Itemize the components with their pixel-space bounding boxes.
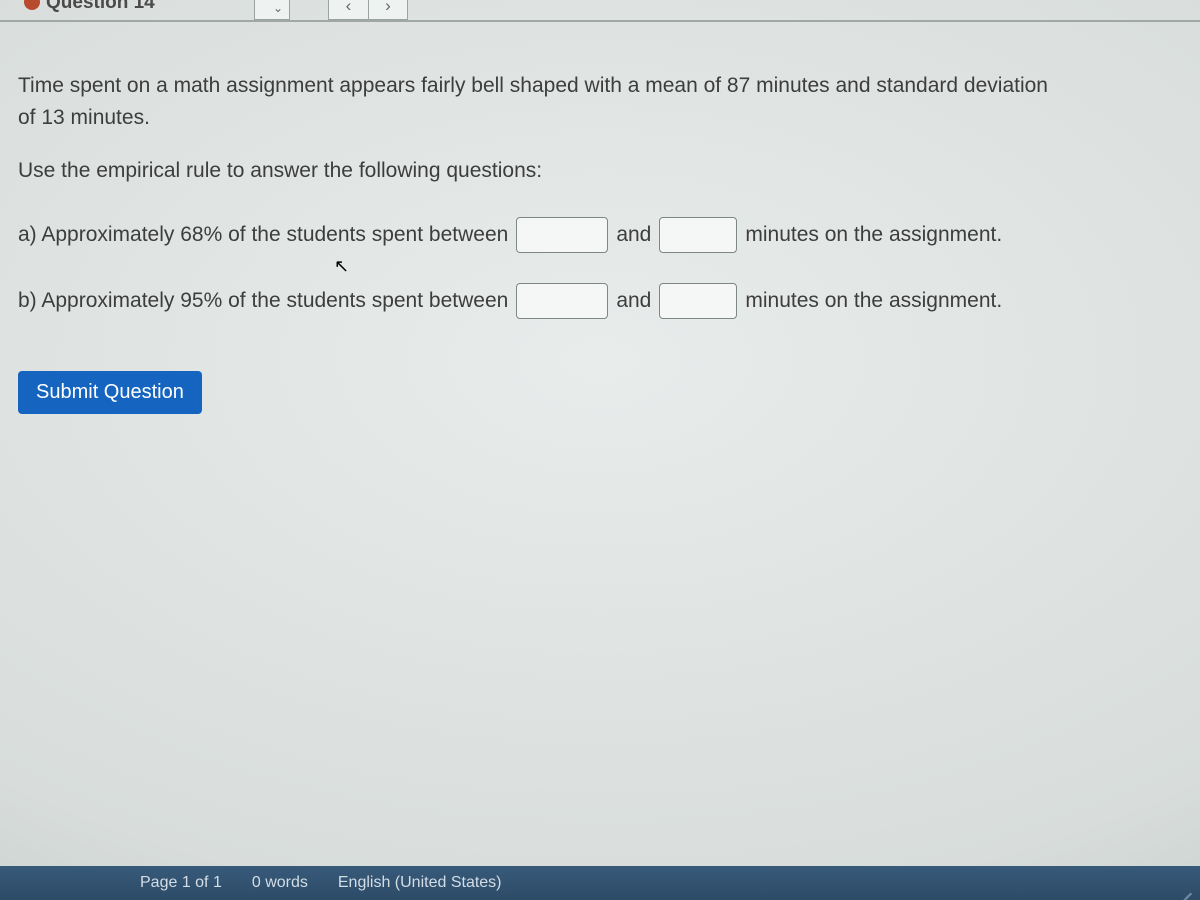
question-number-label: Question 14 — [46, 0, 155, 14]
part-b-row: b) Approximately 95% of the students spe… — [18, 283, 1184, 319]
chevron-down-icon: ⌄ — [273, 1, 283, 15]
intro-line-1: Time spent on a math assignment appears … — [18, 74, 1048, 97]
status-language: English (United States) — [338, 874, 502, 892]
next-question-button[interactable]: › — [368, 0, 408, 20]
prev-question-button[interactable]: ‹ — [328, 0, 368, 20]
status-bar: Page 1 of 1 0 words English (United Stat… — [0, 866, 1200, 900]
question-content: Time spent on a math assignment appears … — [18, 48, 1184, 414]
part-b-and: and — [616, 285, 651, 317]
instruction-text: Use the empirical rule to answer the fol… — [18, 155, 1184, 187]
part-a-lower-input[interactable] — [516, 217, 608, 253]
part-a-row: a) Approximately 68% of the students spe… — [18, 217, 1184, 253]
resize-grip-icon — [1174, 878, 1192, 896]
part-b-tail: minutes on the assignment. — [745, 285, 1002, 317]
chevron-left-icon: ‹ — [346, 0, 352, 16]
part-b-upper-input[interactable] — [659, 283, 737, 319]
intro-line-2: of 13 minutes. — [18, 106, 150, 129]
submit-question-button[interactable]: Submit Question — [18, 371, 202, 414]
question-picker-select[interactable]: ⌄ — [254, 0, 290, 20]
status-page: Page 1 of 1 — [140, 874, 222, 892]
status-word-count: 0 words — [252, 874, 308, 892]
part-a-tail: minutes on the assignment. — [745, 219, 1002, 251]
part-a-lead: a) Approximately 68% of the students spe… — [18, 219, 508, 251]
part-b-lower-input[interactable] — [516, 283, 608, 319]
question-header-strip: Question 14 ⌄ ‹ › — [0, 0, 1200, 22]
question-bullet-icon — [24, 0, 40, 10]
part-b-lead: b) Approximately 95% of the students spe… — [18, 285, 508, 317]
chevron-right-icon: › — [385, 0, 391, 16]
intro-paragraph: Time spent on a math assignment appears … — [18, 70, 1184, 133]
part-a-upper-input[interactable] — [659, 217, 737, 253]
part-a-and: and — [616, 219, 651, 251]
screen: Question 14 ⌄ ‹ › Time spent on a math a… — [0, 0, 1200, 900]
